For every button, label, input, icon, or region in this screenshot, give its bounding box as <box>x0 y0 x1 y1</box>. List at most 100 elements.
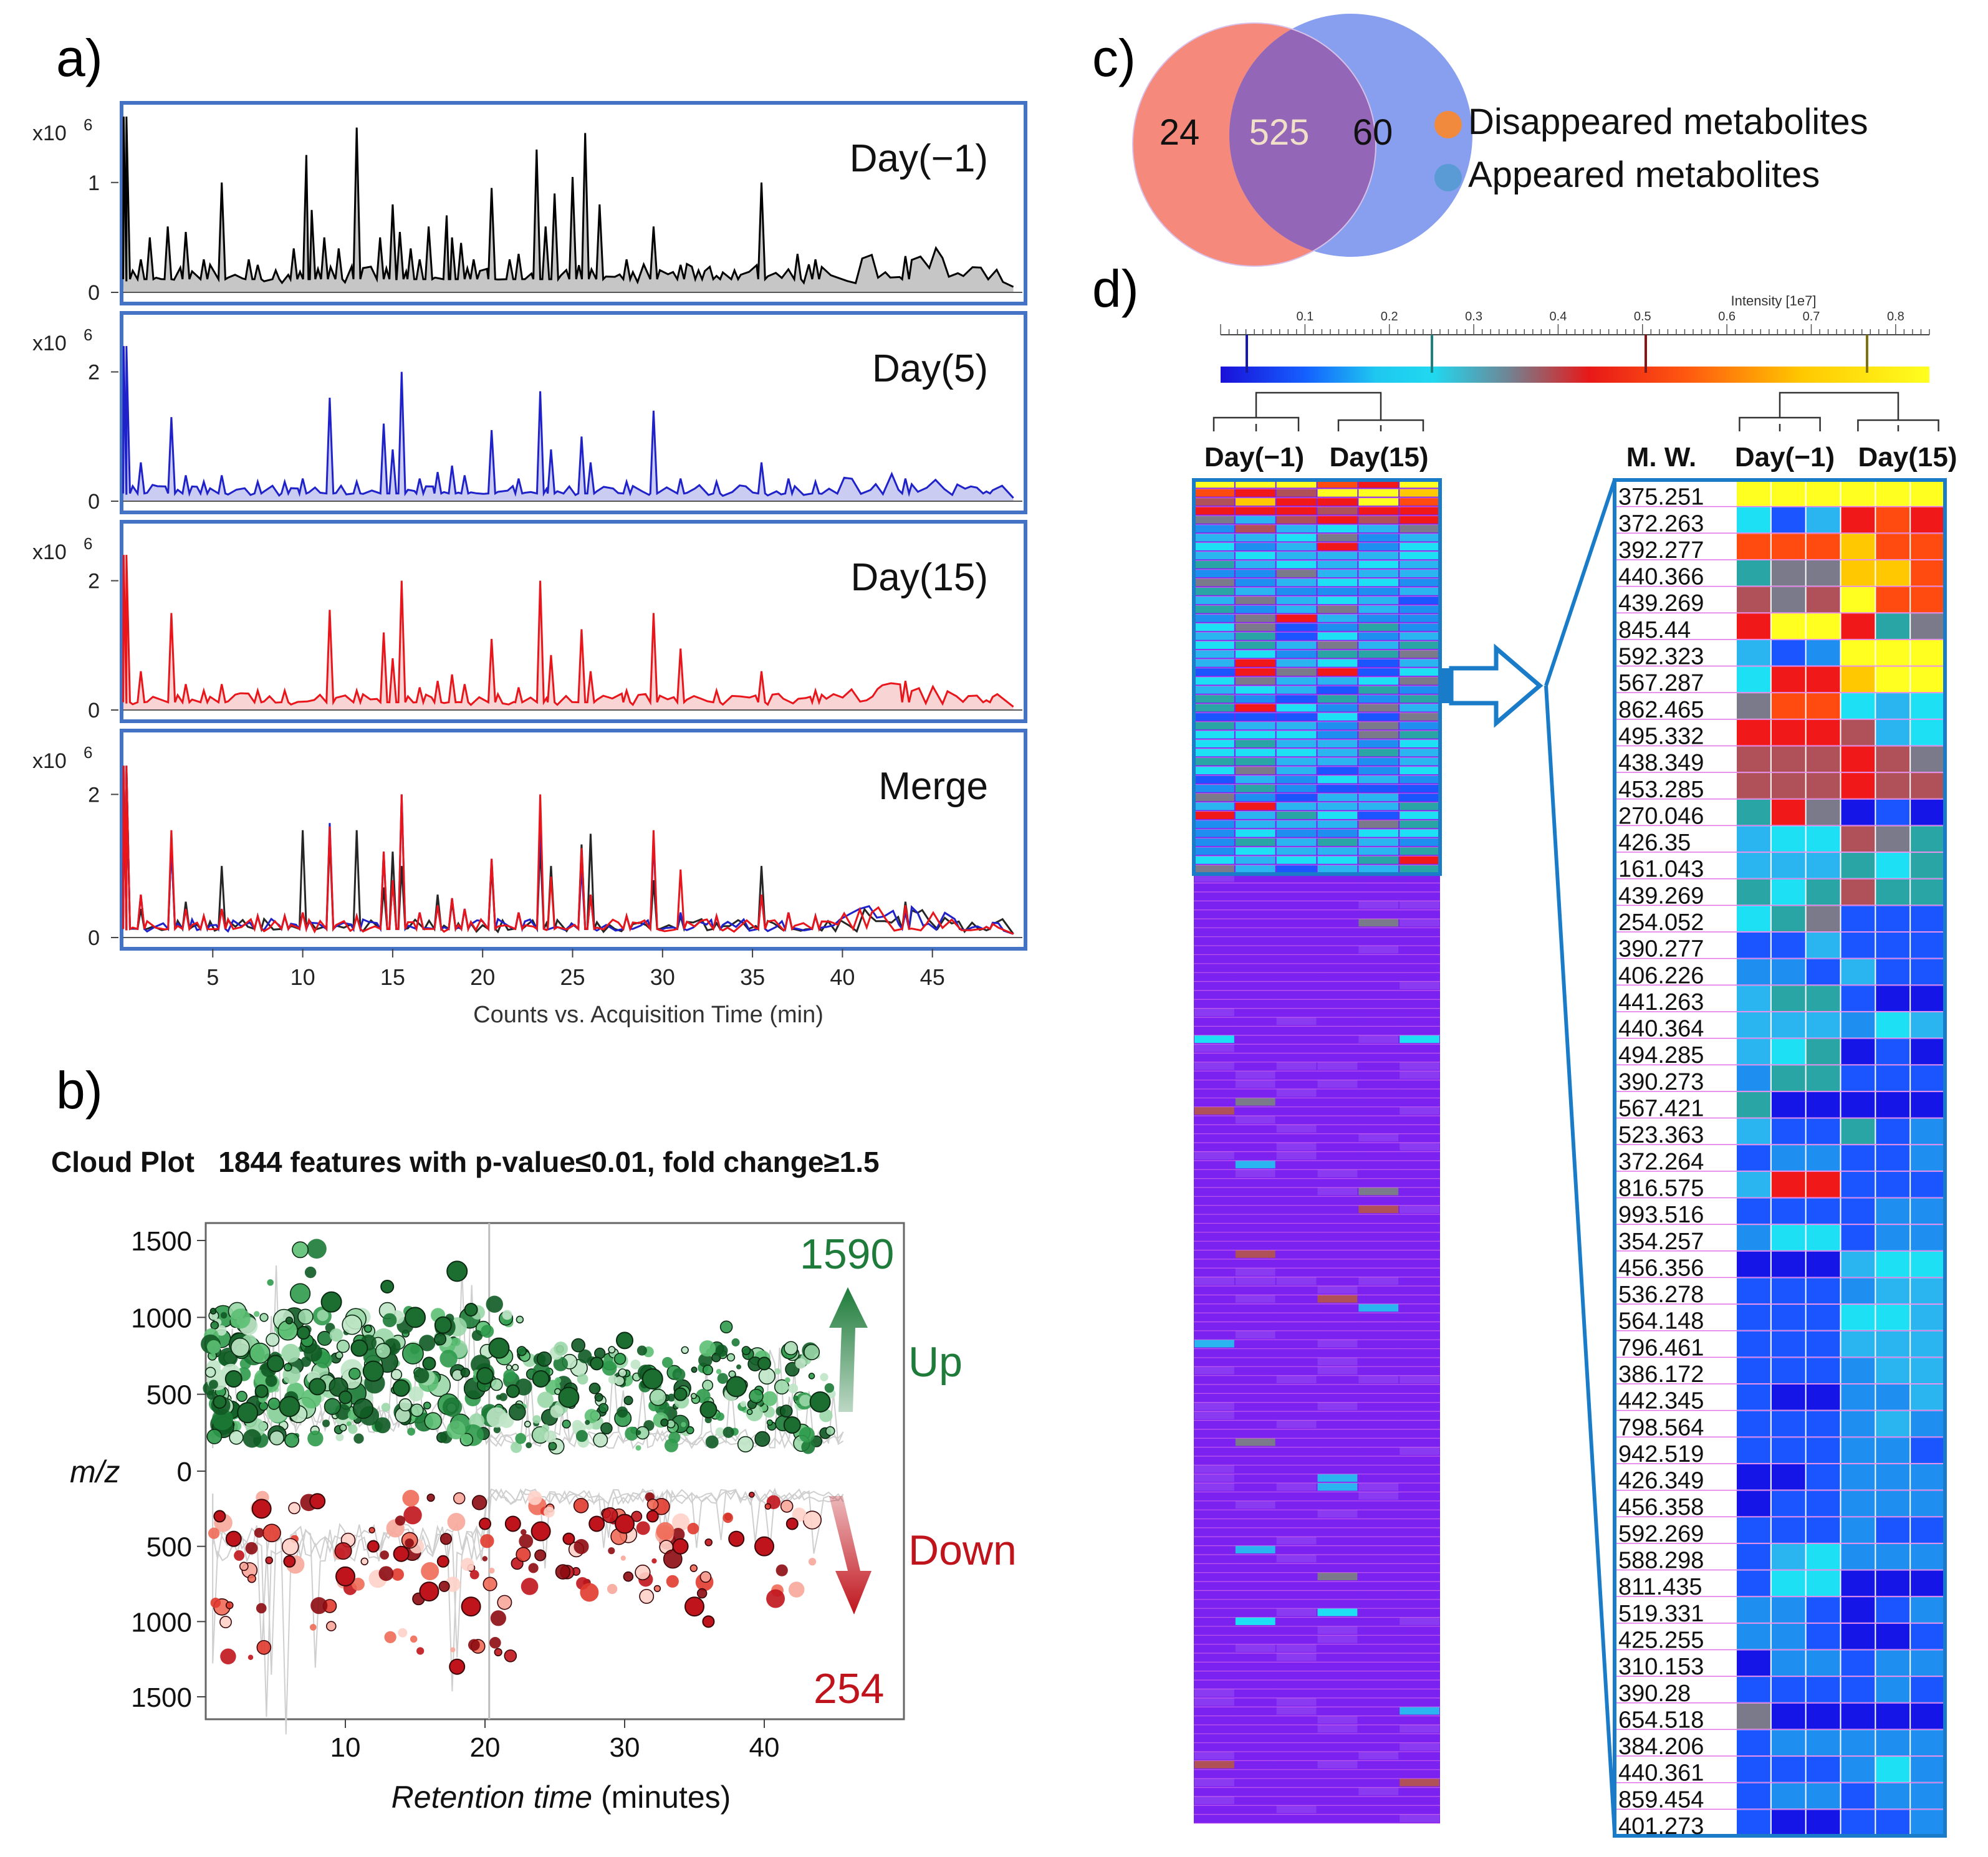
heat-cell <box>1235 1393 1275 1401</box>
down-point <box>504 1515 521 1532</box>
up-point <box>346 1421 352 1427</box>
heat-cell <box>1400 1420 1439 1428</box>
heat-cell <box>1235 605 1275 613</box>
zoom-heat-cell <box>1737 1278 1770 1304</box>
heat-cell <box>1400 1796 1439 1805</box>
down-point <box>247 1654 254 1660</box>
heat-cell <box>1400 775 1439 784</box>
zoom-heat-cell <box>1841 879 1875 905</box>
zoom-heat-cell <box>1911 1092 1944 1118</box>
cloud-y-tick-label: 1000 <box>131 1607 192 1638</box>
heat-cell <box>1358 909 1399 918</box>
zoom-heat-cell <box>1771 1464 1805 1490</box>
heat-cell <box>1358 1169 1399 1178</box>
heat-cell <box>1235 1483 1275 1491</box>
up-point <box>726 1376 747 1398</box>
heat-cell <box>1358 990 1399 999</box>
zoom-heat-cell <box>1806 1384 1840 1410</box>
heat-cell <box>1317 1411 1358 1419</box>
heat-cell <box>1194 1187 1234 1196</box>
up-point <box>548 1441 557 1451</box>
zoom-arrow <box>1441 479 1616 1833</box>
heat-cell <box>1317 1590 1358 1598</box>
zoom-heat-cell <box>1771 1730 1805 1756</box>
heat-cell <box>1317 1169 1358 1178</box>
up-point <box>422 1356 436 1371</box>
heat-cell <box>1235 1169 1275 1178</box>
heat-cell <box>1276 891 1317 900</box>
zoom-heat-cell <box>1911 1171 1944 1197</box>
heat-cell <box>1194 1169 1234 1178</box>
heat-cell <box>1317 1697 1358 1706</box>
up-point <box>490 1378 503 1391</box>
down-point <box>588 1515 605 1532</box>
heat-cell <box>1400 757 1439 765</box>
zoom-heat-cell <box>1806 640 1840 666</box>
zoom-heat-cell <box>1911 1543 1944 1570</box>
zoom-heat-cell <box>1876 1278 1910 1304</box>
cloud-x-tick-label: 40 <box>749 1732 780 1763</box>
down-point <box>562 1532 575 1545</box>
heat-cell <box>1317 596 1358 605</box>
heat-cell <box>1276 632 1317 640</box>
heat-cell <box>1235 1626 1275 1634</box>
zoom-heat-cell <box>1737 933 1770 958</box>
heat-cell <box>1400 1133 1439 1142</box>
heat-cell <box>1276 1519 1317 1527</box>
up-point <box>254 1384 269 1398</box>
up-point <box>758 1367 776 1385</box>
heat-cell <box>1400 1537 1439 1545</box>
heat-cell <box>1400 516 1439 524</box>
heat-cell <box>1276 1241 1317 1249</box>
zoom-heat-cell <box>1771 1384 1805 1410</box>
zoom-heat-cell <box>1876 1464 1910 1490</box>
heat-cell <box>1400 1581 1439 1590</box>
heat-cell <box>1235 1715 1275 1724</box>
zoom-heat-cell <box>1841 666 1875 693</box>
zoom-heat-cell <box>1771 1757 1805 1782</box>
heat-cell <box>1317 632 1358 640</box>
down-point <box>754 1536 774 1557</box>
heat-cell <box>1400 999 1439 1007</box>
up-point <box>536 1351 552 1367</box>
heat-cell <box>1235 1500 1275 1509</box>
heat-cell <box>1358 1590 1399 1598</box>
heat-cell <box>1235 883 1275 891</box>
heat-cell <box>1358 1662 1399 1670</box>
y-tick-label: 2 <box>88 783 100 807</box>
heat-cell <box>1400 1268 1439 1276</box>
zoom-heat-cell <box>1806 1012 1840 1038</box>
heat-cell <box>1400 928 1439 936</box>
heat-cell <box>1194 1429 1234 1437</box>
heat-cell <box>1194 507 1234 515</box>
heat-cell <box>1358 1375 1399 1384</box>
down-count: 254 <box>814 1665 884 1712</box>
down-point <box>367 1540 380 1553</box>
heat-cell <box>1358 560 1399 569</box>
heat-cell <box>1235 668 1275 676</box>
heat-cell <box>1400 1734 1439 1742</box>
heat-cell <box>1400 1402 1439 1411</box>
heat-cell <box>1317 1098 1358 1106</box>
heat-cell <box>1276 1232 1317 1240</box>
down-point <box>309 1493 326 1510</box>
heat-cell <box>1358 1106 1399 1115</box>
heat-cell <box>1276 1008 1317 1016</box>
heat-cell <box>1235 1384 1275 1393</box>
heat-cell <box>1358 891 1399 900</box>
zoom-heat-cell <box>1737 1118 1770 1144</box>
zoom-heat-cell <box>1737 1783 1770 1809</box>
y-exponent: 6 <box>84 325 92 344</box>
heat-cell <box>1276 1492 1317 1500</box>
heat-cell <box>1400 596 1439 605</box>
heat-cell <box>1235 1590 1275 1598</box>
heat-cell <box>1194 1537 1234 1545</box>
heat-cell <box>1194 990 1234 999</box>
zoom-heat-cell <box>1737 1757 1770 1782</box>
heat-cell <box>1194 1492 1234 1500</box>
up-point <box>405 1307 426 1328</box>
down-point <box>360 1557 368 1566</box>
up-point <box>434 1333 447 1346</box>
heat-cell <box>1276 1796 1317 1805</box>
